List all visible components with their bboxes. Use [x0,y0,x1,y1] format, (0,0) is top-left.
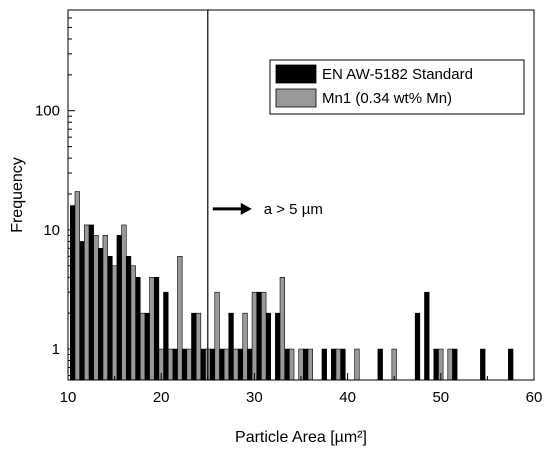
bar-standard [135,277,141,381]
x-tick-label: 60 [526,389,543,406]
bar-standard [480,348,486,381]
bar-standard [330,348,337,381]
bar-mn1 [289,348,295,381]
bar-standard [265,312,272,381]
bar-mn1 [242,312,248,381]
y-axis-title: Frequency [9,157,26,233]
y-tick-label: 10 [43,222,60,239]
legend-label: Mn1 (0.34 wt% Mn) [322,90,452,107]
bar-standard [209,348,216,381]
bar-mn1 [93,235,99,381]
bar-mn1 [307,348,313,381]
bar-mn1 [74,191,80,381]
bar-standard [237,348,244,381]
bar-standard [414,312,421,381]
bar-standard [256,291,262,381]
bar-mn1 [149,277,155,381]
bar-standard [125,256,132,381]
bar-mn1 [233,348,239,381]
bar-mn1 [177,256,183,381]
y-tick-label: 100 [35,103,60,120]
bar-mn1 [167,348,174,381]
bar-mn1 [447,348,453,381]
arrow-head [240,202,252,215]
bars-layer [70,191,514,381]
bar-standard [153,277,160,381]
bar-standard [163,291,169,381]
bar-standard [200,348,206,381]
bar-mn1 [251,291,258,381]
x-axis-title: Particle Area [µm²] [235,429,367,446]
bar-standard [172,348,178,381]
bar-standard [144,312,150,381]
bar-standard [79,241,85,381]
bar-mn1 [130,265,136,381]
x-tick-label: 50 [432,389,449,406]
bar-mn1 [102,235,108,381]
legend-label: EN AW-5182 Standard [322,66,473,83]
legend-swatch [275,64,317,84]
x-tick-label: 30 [246,389,263,406]
bar-mn1 [195,312,202,381]
bar-standard [284,348,290,381]
bar-mn1 [139,312,146,381]
bar-standard [452,348,458,381]
bar-mn1 [335,348,341,381]
plot-frame [67,9,535,381]
bar-standard [340,348,346,381]
bar-standard [275,312,281,381]
bar-mn1 [261,291,267,381]
bar-standard [228,312,234,381]
bar-mn1 [214,291,220,381]
bar-mn1 [279,277,285,381]
bar-standard [377,348,383,381]
bar-mn1 [391,348,397,381]
bar-standard [424,291,430,381]
legend: EN AW-5182 Standard Mn1 (0.34 wt% Mn) [269,59,525,115]
ticks-layer: 10 20 30 40 50 60 1 10 100 [35,17,543,406]
bar-standard [70,205,76,381]
bar-standard [219,348,225,381]
bar-mn1 [186,348,192,381]
bar-mn1 [121,224,127,381]
legend-swatch [275,88,317,108]
bar-mn1 [111,265,118,381]
bar-standard [247,348,253,381]
bar-standard [433,348,439,381]
x-tick-label: 40 [339,389,356,406]
y-tick-label: 1 [52,341,60,358]
bar-standard [191,312,197,381]
bar-mn1 [298,348,304,381]
bar-standard [508,348,514,381]
annotation-layer: a > 5 µm [207,10,323,380]
bar-standard [97,248,104,381]
bar-standard [88,224,94,381]
bar-mn1 [223,348,230,381]
bar-standard [107,256,113,381]
x-tick-label: 20 [153,389,170,406]
bar-standard [303,348,309,381]
x-tick-label: 10 [60,389,77,406]
bar-standard [181,348,188,381]
bar-standard [116,235,122,381]
bar-mn1 [84,224,90,381]
annotation-label: a > 5 µm [264,201,323,218]
bar-standard [321,348,327,381]
bar-mn1 [354,348,360,381]
